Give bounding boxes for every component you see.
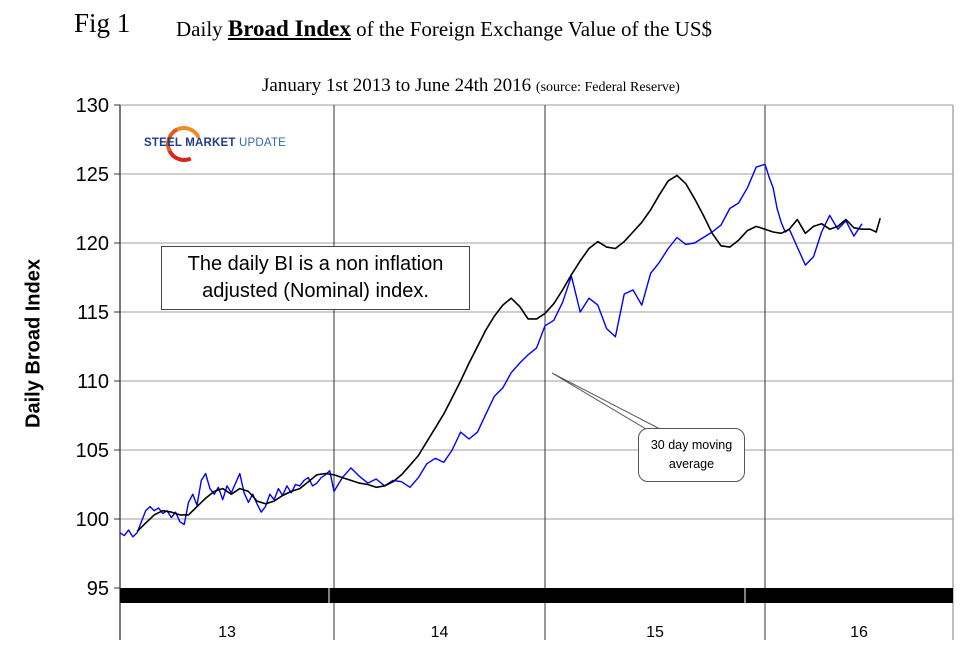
y-axis-ticks: 95 100 105 110 115 120 125 130 — [76, 95, 120, 600]
plot-frame — [119, 105, 954, 640]
moving-average-line — [136, 174, 881, 532]
x-tick-label-15: 15 — [646, 624, 664, 641]
y-axis-label: Daily Broad Index — [22, 259, 45, 428]
y-tick-label: 100 — [76, 509, 109, 531]
y-tick-label: 115 — [77, 302, 109, 324]
logo-word-update: UPDATE — [239, 137, 287, 149]
moving-average-callout: 30 day moving average — [638, 428, 745, 482]
logo-word-steel: STEEL — [144, 137, 186, 149]
y-tick-label: 130 — [76, 95, 109, 117]
x-tick-label-13: 13 — [218, 624, 236, 641]
title-prefix: Daily — [176, 17, 228, 41]
year-bar — [120, 588, 953, 603]
note-line-1: The daily BI is a non inflation — [187, 253, 444, 275]
x-axis: 13 14 15 16 — [120, 588, 953, 641]
note-box: The daily BI is a non inflation adjusted… — [161, 246, 470, 310]
y-tick-label: 120 — [76, 233, 109, 255]
figure-label: Fig 1 — [74, 8, 131, 38]
chart-subtitle: January 1st 2013 to June 24th 2016 (sour… — [262, 75, 680, 97]
x-tick-label-14: 14 — [431, 624, 449, 641]
chart-title: Daily Broad Index of the Foreign Exchang… — [176, 16, 712, 42]
subtitle-dates: January 1st 2013 to June 24th 2016 — [262, 75, 536, 96]
daily-index-line — [119, 163, 863, 538]
grid-lines — [120, 104, 953, 520]
y-tick-label: 105 — [76, 440, 109, 462]
callout-line-2: average — [668, 457, 715, 471]
series-lines — [119, 163, 881, 538]
source-note: (source: Federal Reserve) — [535, 80, 680, 95]
y-tick-label: 110 — [77, 371, 109, 393]
y-tick-label: 95 — [87, 578, 109, 600]
note-line-2: adjusted (Nominal) index. — [202, 280, 429, 302]
title-suffix: of the Foreign Exchange Value of the US$ — [350, 17, 713, 41]
callout-line-1: 30 day moving — [650, 438, 733, 452]
x-tick-label-16: 16 — [850, 624, 868, 641]
title-bold: Broad Index — [227, 16, 351, 41]
steel-market-update-logo: STEEL MARKET UPDATE — [140, 120, 320, 168]
logo-text: STEEL MARKET UPDATE — [144, 137, 286, 149]
y-tick-label: 125 — [76, 164, 109, 186]
logo-word-market: MARKET — [185, 137, 240, 149]
